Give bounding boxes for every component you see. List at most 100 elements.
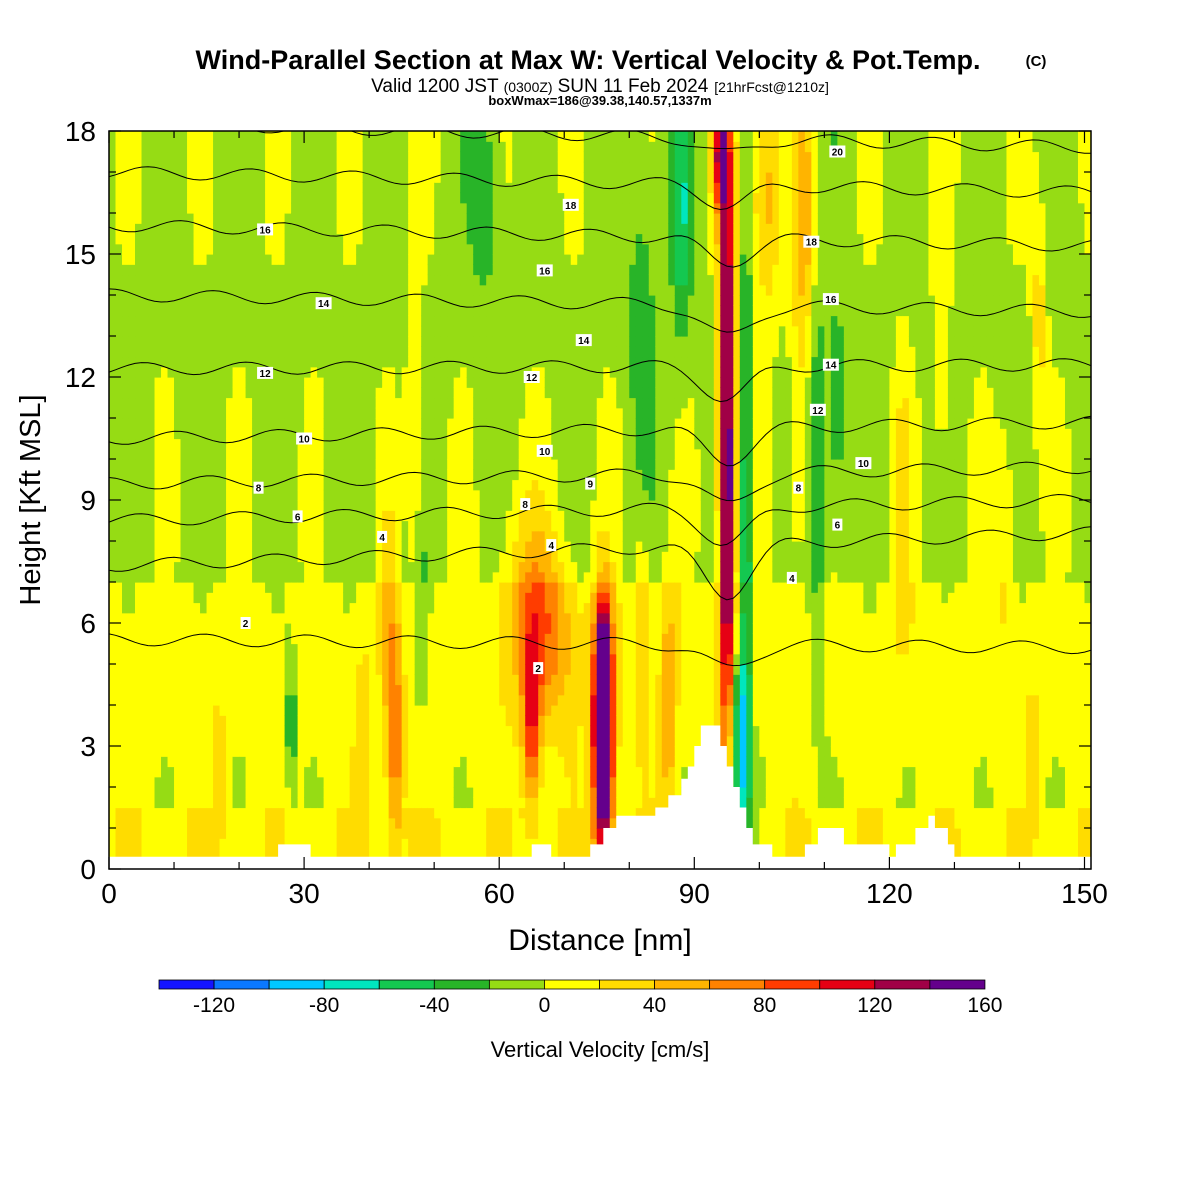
w-field-cell [200,541,208,552]
w-field-cell [297,787,305,798]
w-field-cell [434,161,442,173]
w-field-cell [382,715,390,727]
w-field-cell [239,131,247,142]
w-field-cell [369,377,377,388]
w-field-cell [414,172,422,183]
w-field-cell [161,541,169,552]
w-field-cell [226,489,234,501]
w-field-cell [128,315,136,327]
w-field-cell [141,705,149,716]
w-field-cell [453,489,461,501]
w-field-cell [167,520,175,532]
w-field-cell [453,684,461,696]
w-field-cell [115,377,123,388]
w-field-cell [109,807,117,819]
w-field-cell [551,633,559,645]
w-field-cell [291,756,299,768]
w-field-cell [141,500,149,511]
w-field-cell [206,172,214,183]
w-field-cell [362,325,370,337]
w-field-cell [239,766,247,778]
w-field-cell [284,828,292,839]
w-field-cell [167,213,175,224]
w-field-cell [213,479,221,491]
w-field-cell [336,141,344,153]
w-field-cell [148,346,156,358]
w-field-cell [531,202,539,214]
w-field-cell [395,633,403,645]
w-field-cell [174,694,182,706]
w-field-cell [408,500,416,511]
w-field-cell [421,407,429,419]
w-field-cell [486,838,494,850]
w-field-cell [206,264,214,276]
w-field-cell [512,612,520,624]
w-field-cell [466,172,474,183]
w-field-cell [408,233,416,245]
w-field-cell [232,725,240,737]
w-field-cell [427,828,435,839]
w-field-cell [557,797,565,809]
w-field-cell [187,243,195,255]
w-field-cell [486,254,494,265]
w-field-cell [226,182,234,194]
w-field-cell [499,182,507,194]
w-field-cell [115,510,123,522]
w-field-cell [135,346,143,358]
w-field-cell [310,213,318,224]
w-field-cell [356,725,364,737]
w-field-cell [538,541,546,552]
w-field-cell [271,131,279,142]
w-field-cell [122,336,130,347]
w-field-cell [518,797,526,809]
w-field-cell [317,787,325,798]
w-field-cell [122,192,130,204]
w-field-cell [499,602,507,614]
w-field-cell [154,838,162,850]
w-field-cell [362,715,370,727]
w-field-cell [310,530,318,542]
w-field-cell [200,766,208,778]
w-field-cell [505,643,513,655]
w-field-cell [291,438,299,450]
w-field-cell [232,828,240,839]
w-field-cell [525,530,533,542]
w-field-cell [453,520,461,532]
w-field-cell [213,561,221,573]
w-field-cell [258,336,266,347]
w-field-cell [148,397,156,409]
w-field-cell [427,653,435,665]
w-field-cell [408,664,416,675]
w-field-cell [395,766,403,778]
w-field-cell [291,131,299,142]
w-field-cell [401,418,409,429]
w-field-cell [213,684,221,696]
w-field-cell [356,274,364,286]
w-field-cell [505,510,513,522]
w-field-cell [271,489,279,501]
w-field-cell [460,520,468,532]
w-field-cell [486,735,494,747]
w-field-cell [304,418,312,429]
w-field-cell [414,705,422,716]
w-field-cell [492,838,500,850]
w-field-cell [193,151,201,163]
w-field-cell [369,243,377,255]
w-field-cell [512,202,520,214]
w-field-cell [401,602,409,614]
w-field-cell [297,459,305,470]
w-field-cell [362,653,370,665]
w-field-cell [135,325,143,337]
w-field-cell [388,459,396,470]
w-field-cell [421,582,429,593]
w-field-cell [128,305,136,317]
w-field-cell [141,448,149,460]
w-field-cell [544,694,552,706]
w-field-cell [245,766,253,778]
w-field-cell [531,582,539,593]
w-field-cell [310,305,318,317]
w-field-cell [408,674,416,686]
w-field-cell [258,172,266,183]
w-field-cell [219,520,227,532]
w-field-cell [447,510,455,522]
